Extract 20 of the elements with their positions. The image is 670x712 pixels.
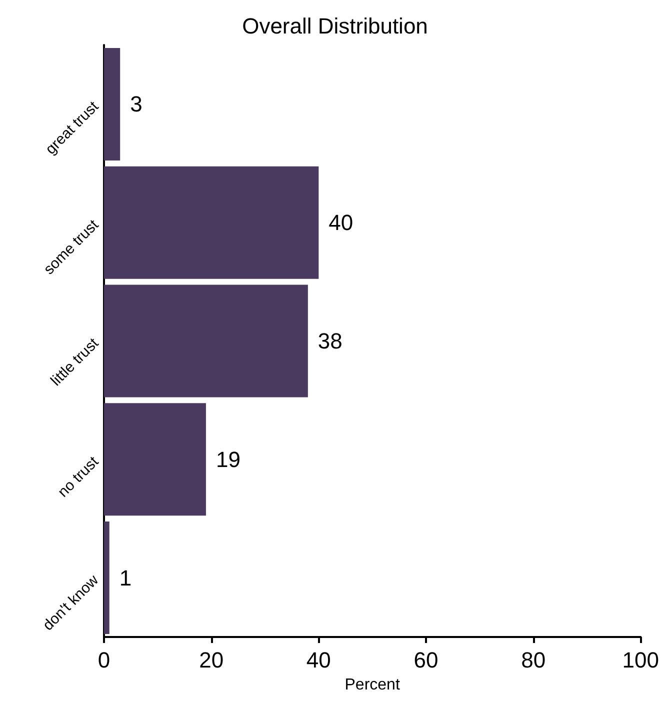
x-axis-title: Percent	[344, 676, 400, 694]
data-label: 19	[216, 446, 240, 472]
data-label: 3	[130, 92, 142, 117]
data-label: 40	[328, 210, 354, 236]
x-tick-label: 80	[521, 648, 546, 672]
bar	[104, 403, 206, 516]
y-tick-label: little trust	[48, 334, 103, 390]
chart-title: Overall Distribution	[242, 14, 428, 38]
bar	[104, 48, 120, 160]
x-tick-label: 0	[98, 648, 110, 672]
x-tick-label: 100	[622, 648, 660, 672]
bar	[104, 166, 319, 279]
bar	[104, 522, 110, 634]
data-label: 1	[119, 565, 132, 590]
x-tick-label: 40	[306, 648, 331, 672]
x-tick-label: 20	[199, 648, 224, 672]
data-label: 38	[318, 328, 342, 354]
x-tick-label: 60	[414, 648, 438, 672]
y-tick-label: no trust	[54, 452, 103, 501]
bar	[104, 284, 308, 398]
